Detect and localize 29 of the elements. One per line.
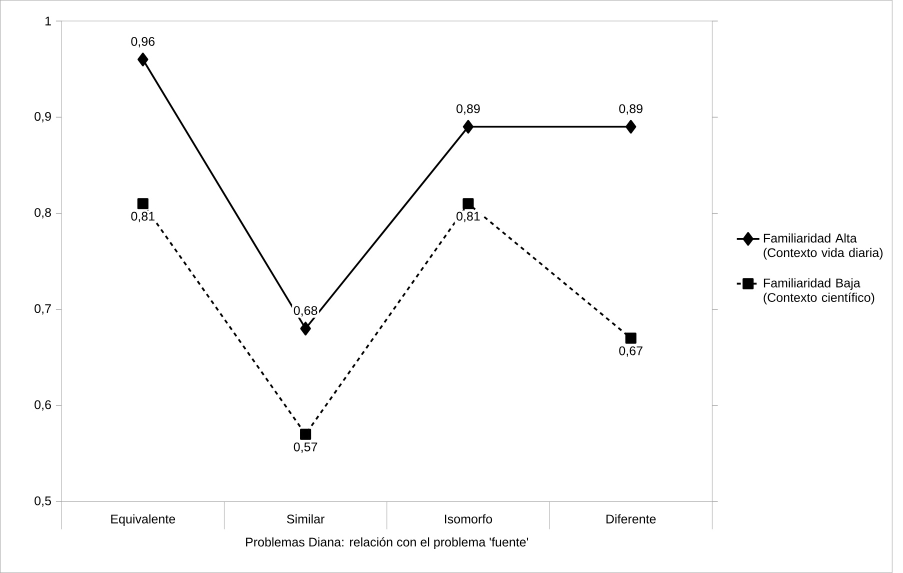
legend-label: Familiaridad Baja (Contexto científico) [764, 278, 874, 304]
x-tick-label: Equivalente [111, 514, 176, 526]
data-label: 0,67 [619, 346, 642, 357]
x-tick-label: Diferente [606, 514, 656, 524]
data-label: 0,81 [131, 212, 154, 222]
legend-label: Familiaridad Alta (Contexto vida diaria) [764, 233, 883, 260]
point [300, 428, 312, 440]
y-tick-label: 1 [45, 16, 51, 26]
y-tick-label: 0,7 [34, 304, 51, 315]
point [300, 322, 311, 336]
y-tick-label: 0,9 [34, 112, 51, 122]
point [137, 198, 148, 210]
data-label: 0,68 [294, 306, 318, 316]
y-tick-label: 0,8 [34, 208, 51, 218]
x-tick-label: Isomorfo [445, 514, 492, 524]
point [138, 52, 148, 66]
data-label: 0,57 [294, 442, 318, 453]
data-label: 0,89 [619, 104, 642, 115]
data-label: 0,96 [131, 36, 155, 48]
x-tick-label: Similar [287, 514, 324, 524]
point [462, 120, 474, 134]
point [625, 120, 636, 134]
x-axis-title: Problemas Diana: relación con el problema 'fuente' [246, 537, 528, 550]
point [625, 332, 636, 344]
y-tick-label: 0,5 [34, 496, 51, 507]
data-label: 0,89 [456, 104, 480, 115]
data-label: 0,81 [456, 212, 480, 222]
y-tick-label: 0,6 [34, 400, 51, 411]
point [462, 198, 474, 210]
